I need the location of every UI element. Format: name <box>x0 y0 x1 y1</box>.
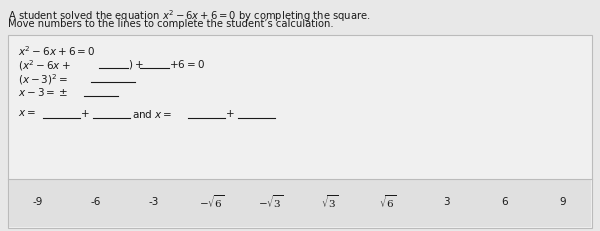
Text: $\sqrt{6}$: $\sqrt{6}$ <box>379 193 396 210</box>
Text: $)+$: $)+$ <box>128 58 143 71</box>
Text: $+$: $+$ <box>225 108 235 119</box>
Text: $x=$: $x=$ <box>18 108 36 118</box>
Text: $-\sqrt{6}$: $-\sqrt{6}$ <box>199 193 226 210</box>
Text: Move numbers to the lines to complete the student’s calculation.: Move numbers to the lines to complete th… <box>8 19 334 29</box>
Text: $+$: $+$ <box>80 108 89 119</box>
Text: $x^2 - 6x + 6 = 0$: $x^2 - 6x + 6 = 0$ <box>18 44 95 58</box>
Text: $(x-3)^2=$: $(x-3)^2=$ <box>18 72 68 86</box>
Text: $-\sqrt{3}$: $-\sqrt{3}$ <box>258 193 284 210</box>
Text: 9: 9 <box>559 196 566 206</box>
Text: $(x^2 - 6x+$: $(x^2 - 6x+$ <box>18 58 71 73</box>
Text: $+6=0$: $+6=0$ <box>169 58 205 70</box>
Text: -6: -6 <box>91 196 101 206</box>
Text: -9: -9 <box>32 196 43 206</box>
Text: A student solved the equation $x^2 - 6x + 6 = 0$ by completing the square.: A student solved the equation $x^2 - 6x … <box>8 8 371 24</box>
Text: and $x=$: and $x=$ <box>132 108 173 119</box>
Text: 3: 3 <box>443 196 449 206</box>
Bar <box>9 180 591 227</box>
Text: $\sqrt{3}$: $\sqrt{3}$ <box>320 193 338 210</box>
Text: -3: -3 <box>149 196 159 206</box>
Text: $x-3=\pm$: $x-3=\pm$ <box>18 86 68 97</box>
FancyBboxPatch shape <box>8 36 592 228</box>
Text: 6: 6 <box>501 196 508 206</box>
